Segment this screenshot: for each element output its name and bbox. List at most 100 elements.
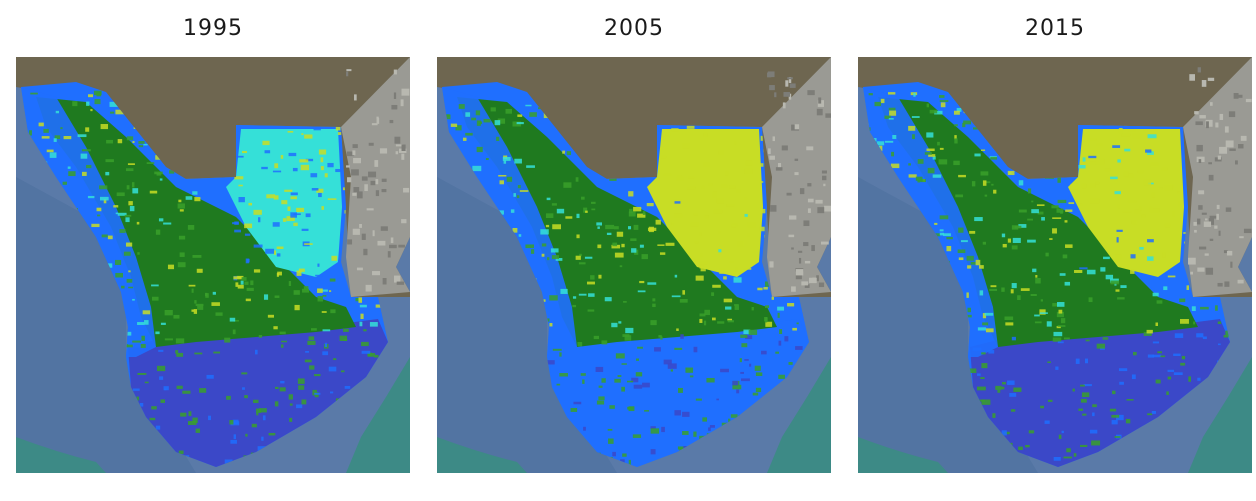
urban-block [803,220,810,227]
class-pixel [1202,336,1207,340]
class-pixel [617,375,622,377]
class-pixel [1126,399,1134,401]
class-pixel [1001,287,1005,292]
urban-block [1193,221,1197,226]
class-pixel [989,288,998,291]
class-pixel [729,185,736,189]
class-pixel [761,350,767,355]
class-pixel [234,176,244,180]
urban-block [1198,159,1202,164]
class-pixel [132,140,135,143]
class-pixel [180,412,187,417]
class-pixel [310,173,318,178]
class-pixel [967,307,971,313]
urban-block [395,151,399,155]
class-pixel [1186,285,1190,290]
class-pixel [1051,205,1059,209]
class-pixel [367,352,372,356]
urban-block [389,244,397,249]
urban-block [1201,212,1207,215]
class-pixel [1131,374,1136,380]
class-pixel [577,341,583,347]
wetland-class-open-water [549,319,809,467]
class-pixel [1139,206,1142,211]
urban-block [1204,218,1208,221]
class-pixel [1088,297,1093,303]
wetland-class-coastal [863,87,998,357]
class-pixel [749,363,752,367]
class-pixel [81,171,87,176]
class-pixel [735,267,738,272]
class-pixel [158,218,164,222]
class-pixel [699,232,702,237]
class-pixel [517,184,521,189]
class-pixel [277,271,282,276]
class-pixel [980,377,985,380]
class-pixel [771,296,774,300]
class-pixel [957,249,966,254]
class-pixel [661,426,665,433]
urban-block [1208,162,1212,165]
class-pixel [890,163,900,169]
class-pixel [639,244,644,248]
class-pixel [1150,162,1159,167]
class-pixel [1128,129,1136,132]
class-pixel [1020,288,1030,291]
class-pixel [99,196,109,201]
urban-block [1203,221,1212,227]
class-pixel [868,93,873,96]
class-pixel [747,222,756,228]
class-pixel [778,340,782,346]
class-pixel [280,344,284,348]
class-pixel [779,329,783,335]
class-pixel [235,282,239,287]
class-pixel [1007,170,1015,176]
urban-block [768,148,771,155]
class-pixel [30,92,38,95]
class-pixel [1096,343,1106,349]
class-pixel [156,172,162,176]
class-pixel [604,297,612,302]
class-pixel [164,338,173,341]
class-pixel [560,288,568,294]
class-pixel [611,244,621,249]
class-pixel [701,185,705,189]
class-pixel [939,100,949,102]
class-pixel [752,392,759,396]
class-pixel [188,284,196,287]
class-pixel [676,328,679,331]
class-pixel [621,386,625,392]
class-pixel [125,168,134,172]
class-pixel [591,201,596,204]
class-pixel [712,284,721,288]
wetland-class-mangrove [878,97,1198,347]
urban-block [377,240,386,246]
urban-block [371,123,378,126]
class-pixel [313,125,321,131]
class-pixel [939,95,945,98]
class-pixel [343,328,349,332]
class-pixel [97,214,101,217]
class-pixel [109,101,118,107]
urban-block [791,247,794,250]
urban-block [1224,126,1229,133]
class-pixel [1112,390,1116,395]
class-pixel [1143,332,1152,336]
class-pixel [155,331,160,335]
class-pixel [159,178,163,181]
urban-block [821,170,827,174]
class-pixel [674,201,681,204]
class-pixel [1143,179,1152,186]
class-pixel [1031,209,1039,214]
urban-block [1205,119,1213,127]
urban-block [1234,160,1238,165]
class-pixel [1064,220,1068,223]
class-pixel [296,404,303,409]
class-pixel [1110,280,1120,285]
class-pixel [293,222,298,227]
class-pixel [719,270,724,274]
class-pixel [693,346,698,353]
class-pixel [962,122,966,128]
class-pixel [1004,316,1014,321]
class-pixel [342,187,347,191]
